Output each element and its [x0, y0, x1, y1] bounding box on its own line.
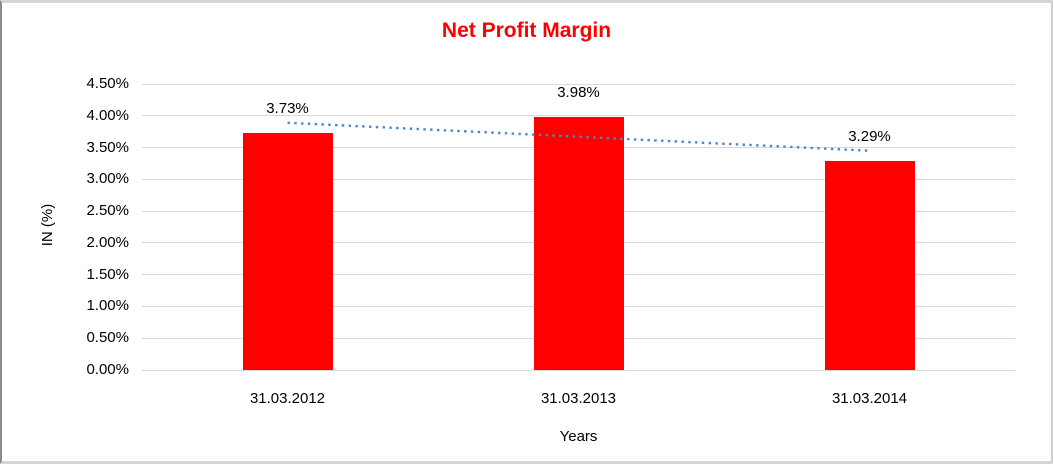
y-axis-tick-label: 2.50%	[86, 202, 129, 220]
gridline	[142, 83, 1015, 85]
y-axis-tick-label: 4.00%	[86, 106, 129, 124]
plot-area: 3.73% 3.98% 3.29%	[142, 83, 1015, 371]
x-axis-title: Years	[559, 428, 598, 445]
x-axis-tick-label: 31.03.2012	[249, 390, 326, 407]
bar-31.03.2013	[533, 117, 624, 370]
trendline-line	[287, 121, 870, 152]
y-axis-tick-label: 2.00%	[86, 233, 129, 251]
y-axis-tick-label: 1.50%	[86, 265, 129, 283]
chart-title: Net Profit Margin	[441, 19, 612, 42]
y-axis-tick-label: 4.50%	[86, 75, 129, 92]
x-axis-tick-label: 31.03.2013	[540, 390, 617, 407]
y-axis-tick-label: 3.50%	[86, 138, 129, 156]
x-axis-tick-label: 31.03.2014	[831, 390, 908, 407]
bar-31.03.2014	[824, 160, 915, 370]
y-axis-tick-label: 3.00%	[86, 170, 129, 188]
data-label: 3.73%	[266, 99, 309, 117]
y-axis-tick-label: 0.00%	[86, 361, 129, 378]
y-axis-tick-label: 1.00%	[86, 297, 129, 315]
gridline	[142, 369, 1015, 371]
y-axis-tick-label: 0.50%	[86, 329, 129, 347]
data-label: 3.29%	[848, 127, 891, 145]
data-label: 3.98%	[557, 84, 600, 102]
bar-31.03.2012	[242, 132, 333, 370]
trendline	[287, 121, 870, 152]
gridline	[142, 115, 1015, 117]
